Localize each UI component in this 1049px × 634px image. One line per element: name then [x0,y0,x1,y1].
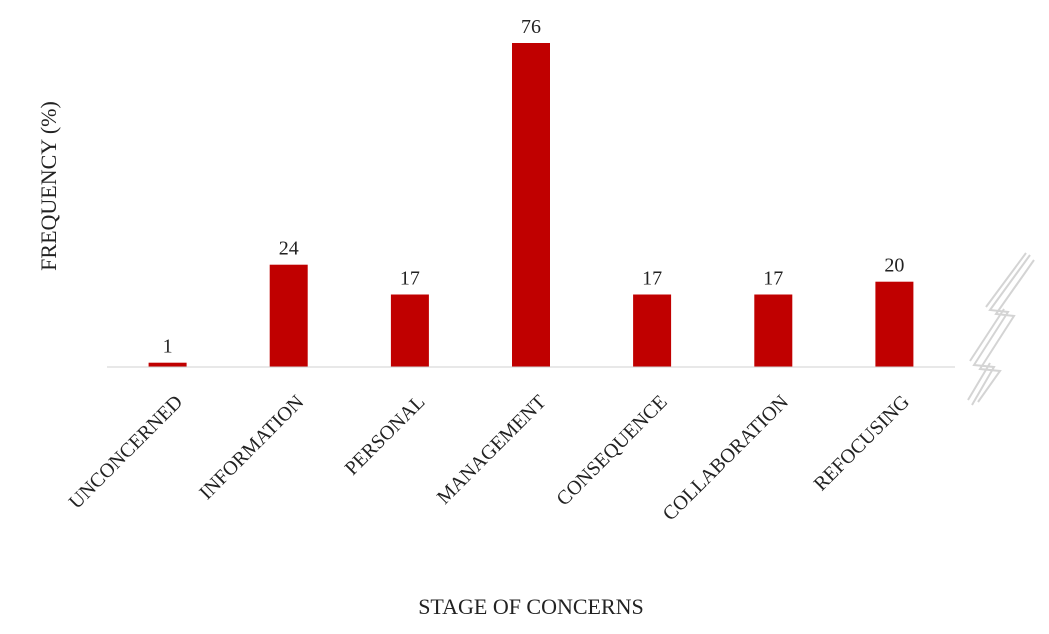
bar-management [512,43,550,367]
x-tick-label-information: INFORMATION [195,391,308,504]
quill-watermark-icon [967,252,1035,406]
data-label-collaboration: 17 [763,268,783,290]
x-tick-label-consequence: CONSEQUENCE [552,391,671,510]
data-label-consequence: 17 [642,268,662,290]
x-tick-label-collaboration: COLLABORATION [659,391,793,525]
x-tick-label-refocusing: REFOCUSING [810,391,914,495]
x-tick-label-personal: PERSONAL [341,391,430,480]
data-label-information: 24 [279,238,299,260]
bar-refocusing [875,281,914,367]
data-label-personal: 17 [400,268,420,290]
bar-unconcerned [148,362,187,367]
x-axis-title: STAGE OF CONCERNS [418,594,644,619]
bar-information [269,264,308,367]
bar-collaboration [754,294,793,367]
data-label-refocusing: 20 [884,255,904,277]
plot-area: 1 UNCONCERNED 24 INFORMATION 17 PERSONAL 76 MAN… [65,16,914,525]
y-axis-title: FREQUENCY (%) [36,101,61,271]
x-tick-label-management: MANAGEMENT [433,391,551,509]
x-tick-label-unconcerned: UNCONCERNED [65,391,187,513]
bar-consequence [633,294,672,367]
bar-personal [390,294,429,367]
data-label-unconcerned: 1 [163,336,173,358]
data-label-management: 76 [521,16,541,38]
